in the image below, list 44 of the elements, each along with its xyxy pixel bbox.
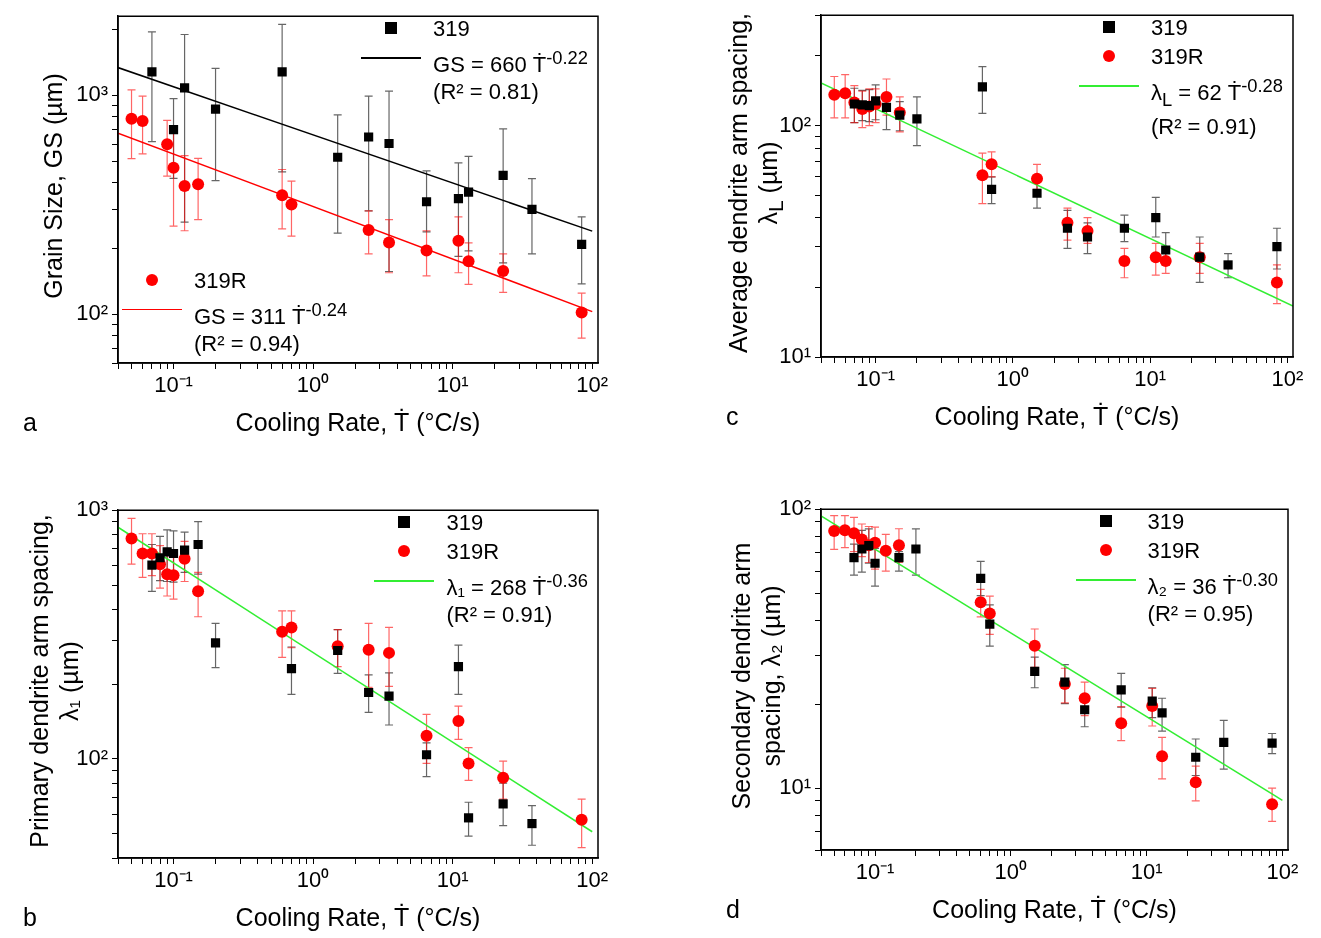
y-tick-label: 10¹	[779, 343, 811, 369]
legend-label: 319R	[1147, 537, 1201, 564]
x-tick-label: 10²	[1266, 859, 1299, 885]
x-tick-label: 10⁻¹	[154, 372, 193, 398]
x-tick-label: 10¹	[436, 867, 469, 893]
text: d	[726, 895, 740, 924]
x-tick-label: 10²	[1271, 366, 1304, 392]
x-tick-label: 10²	[576, 372, 609, 398]
x-tick-label: 10⁻¹	[154, 867, 193, 893]
legend-label: 319R	[1150, 43, 1204, 70]
x-tick-label: 10⁰	[296, 372, 330, 398]
y-tick-label: 10³	[76, 81, 108, 107]
legend-label: 319	[433, 15, 470, 42]
x-axis-title: Cooling Rate, Ṫ (°C/s)	[234, 408, 482, 437]
x-axis-title: Cooling Rate, Ṫ (°C/s)	[933, 402, 1181, 431]
text: a	[23, 408, 37, 437]
legend-label: λ₂ = 36 Ṫ$^{-0.30}$ (R² = 0.95)	[1147, 568, 1278, 628]
x-axis-title: Cooling Rate, Ṫ (°C/s)	[931, 895, 1178, 924]
x-tick-label: 10⁻¹	[856, 366, 896, 392]
x-axis-title: Cooling Rate, Ṫ (°C/s)	[234, 903, 482, 932]
legend-label: GS = 660 Ṫ$^{-0.22}$ (R² = 0.81)	[433, 46, 588, 106]
legend-label: 319	[446, 509, 484, 536]
x-tick-label: 10⁰	[996, 366, 1030, 392]
x-tick-label: 10⁰	[296, 867, 330, 893]
y-tick-label: 10²	[779, 111, 811, 137]
y-tick-label: 10²	[76, 300, 108, 326]
legend-label: 319R	[194, 266, 247, 294]
legend-label: λ₁ = 268 Ṫ$^{-0.36}$ (R² = 0.91)	[446, 569, 588, 629]
y-tick-label: 10³	[76, 496, 108, 522]
x-tick-label: 10¹	[1130, 859, 1163, 885]
x-tick-label: 10¹	[436, 372, 469, 398]
legend-label: 319	[1147, 508, 1185, 535]
legend-label: 319R	[446, 538, 500, 565]
x-tick-label: 10¹	[1134, 366, 1166, 392]
legend-label: λ$_{L}$ = 62 Ṫ$^{-0.28}$ (R² = 0.91)	[1150, 74, 1283, 140]
y-tick-label: 10²	[779, 495, 811, 521]
text: c	[726, 402, 739, 431]
x-tick-label: 10²	[576, 867, 609, 893]
text: b	[23, 903, 37, 932]
x-tick-label: 10⁰	[994, 859, 1028, 885]
legend-label: GS = 311 Ṫ$^{-0.24}$ (R² = 0.94)	[194, 297, 348, 357]
y-axis-title: Grain Size, GS (µm)	[38, 73, 68, 299]
x-tick-label: 10⁻¹	[855, 859, 895, 885]
legend-label: 319	[1150, 14, 1188, 41]
